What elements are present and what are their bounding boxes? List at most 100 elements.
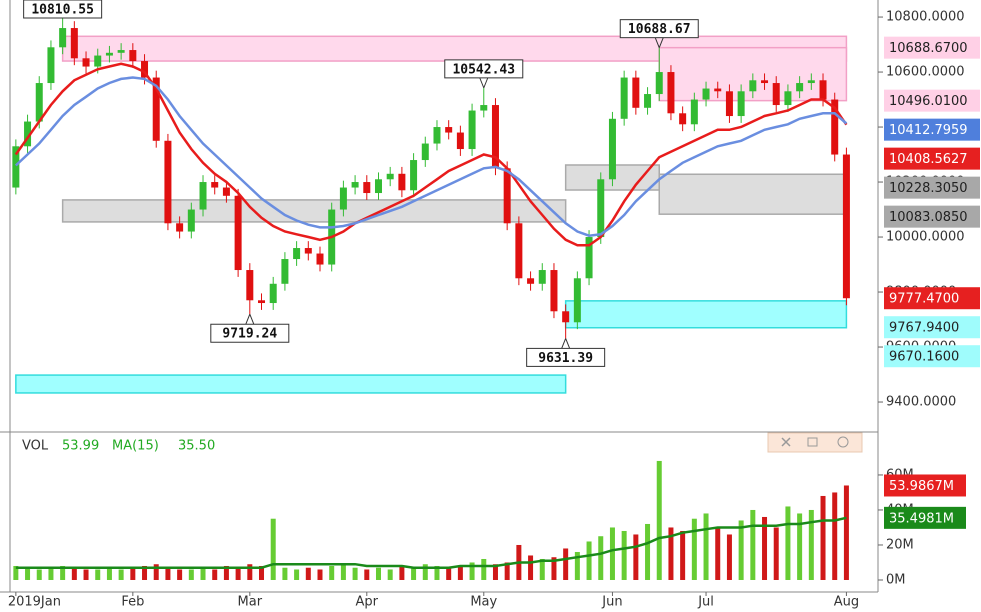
volume-bar bbox=[223, 565, 229, 580]
candle-body bbox=[831, 99, 839, 155]
x-tick-label: Jul bbox=[697, 595, 714, 610]
volume-bar bbox=[118, 569, 124, 580]
callout-label: 9719.24 bbox=[222, 327, 277, 342]
volume-bar bbox=[60, 565, 66, 580]
x-tick-label: Mar bbox=[238, 595, 263, 610]
volume-legend: 53.99 bbox=[62, 439, 99, 454]
candle-body bbox=[608, 118, 616, 180]
price-tag bbox=[884, 176, 980, 199]
price-tag-label: 10496.0100 bbox=[889, 94, 968, 109]
candle-body bbox=[573, 278, 581, 323]
volume-bar bbox=[504, 562, 510, 580]
callout-box bbox=[23, 0, 103, 19]
x-tick-label: Jun bbox=[601, 595, 622, 610]
candle-body bbox=[164, 140, 172, 224]
volume-bar bbox=[762, 516, 768, 580]
volume-tick-label: 20M bbox=[886, 537, 914, 552]
volume-bar bbox=[153, 564, 159, 580]
volume-bar bbox=[329, 565, 335, 580]
volume-bar bbox=[106, 567, 112, 580]
volume-bar bbox=[598, 536, 604, 580]
price-tag-label: 10688.6700 bbox=[889, 41, 968, 56]
callout-label: 10542.43 bbox=[452, 62, 515, 77]
candle-body bbox=[491, 105, 499, 169]
price-tag-label: 9777.4700 bbox=[889, 292, 959, 307]
candle-body bbox=[47, 47, 55, 84]
volume-bar bbox=[294, 569, 300, 580]
zone bbox=[658, 173, 848, 215]
volume-bar bbox=[411, 567, 417, 580]
candle-body bbox=[246, 270, 254, 301]
x-tick-label: 2019Jan bbox=[8, 595, 61, 610]
candle-body bbox=[784, 91, 792, 106]
price-tag-label: 9767.9400 bbox=[889, 321, 959, 336]
volume-bar bbox=[25, 567, 31, 580]
candle-body bbox=[293, 248, 301, 260]
volume-bar bbox=[340, 564, 346, 580]
volume-bar bbox=[446, 567, 452, 580]
price-tag-label: 10228.3050 bbox=[889, 181, 968, 196]
callout-pointer bbox=[561, 338, 571, 349]
price-tag bbox=[884, 118, 980, 141]
candle-body bbox=[398, 173, 406, 191]
volume-bar bbox=[282, 567, 288, 580]
volume-bar bbox=[691, 518, 697, 580]
price-tag-label: 10408.5627 bbox=[889, 152, 968, 167]
volume-bar bbox=[13, 565, 19, 580]
volume-bar bbox=[785, 506, 791, 580]
candle-body bbox=[538, 270, 546, 284]
volume-bar bbox=[726, 534, 732, 580]
callout-pointer bbox=[654, 37, 664, 48]
settings-icon[interactable] bbox=[837, 436, 849, 448]
volume-bar bbox=[773, 527, 779, 580]
volume-bar bbox=[551, 557, 557, 580]
candle-body bbox=[737, 91, 745, 117]
volume-bar bbox=[235, 567, 241, 580]
volume-bar bbox=[422, 564, 428, 580]
candle-body bbox=[269, 283, 277, 304]
volume-bar bbox=[305, 567, 311, 580]
volume-bar bbox=[48, 567, 54, 580]
candle-body bbox=[550, 270, 558, 312]
candle-body bbox=[655, 72, 663, 95]
volume-bar bbox=[574, 551, 580, 580]
zone bbox=[61, 199, 567, 223]
candle-body bbox=[480, 105, 488, 111]
controls-bar bbox=[767, 432, 863, 453]
candle-body bbox=[562, 311, 570, 323]
callout-label: 10688.67 bbox=[628, 22, 691, 37]
candle-body bbox=[258, 300, 266, 304]
candle-body bbox=[679, 113, 687, 125]
candle-body bbox=[620, 77, 628, 119]
candle-body bbox=[761, 80, 769, 84]
x-tick-label: Apr bbox=[356, 595, 379, 610]
candle-body bbox=[433, 127, 441, 144]
volume-bar bbox=[259, 565, 265, 580]
candle-body bbox=[445, 127, 453, 133]
volume-bar bbox=[481, 558, 487, 580]
callout-pointer bbox=[245, 314, 255, 325]
volume-bar bbox=[247, 564, 253, 580]
volume-bar bbox=[177, 569, 183, 580]
candle-body bbox=[199, 182, 207, 210]
volume-bar bbox=[820, 495, 826, 580]
panel-controls bbox=[767, 432, 863, 453]
candle-body bbox=[714, 88, 722, 92]
volume-bar bbox=[715, 527, 721, 580]
callout-box bbox=[619, 19, 699, 39]
y-tick-label: 10600.0000 bbox=[886, 65, 965, 80]
candle-body bbox=[94, 55, 102, 67]
max-icon[interactable] bbox=[807, 437, 818, 447]
price-tag bbox=[884, 345, 980, 368]
price-tag-label: 10083.0850 bbox=[889, 210, 968, 225]
volume-bar bbox=[364, 569, 370, 580]
candle-body bbox=[585, 237, 593, 279]
candle-body bbox=[515, 223, 523, 279]
volume-bar bbox=[270, 518, 276, 580]
volume-tick-label: 0M bbox=[886, 572, 906, 587]
volume-bar bbox=[668, 527, 674, 580]
volume-bar bbox=[352, 567, 358, 580]
volume-bar bbox=[621, 530, 627, 580]
close-icon[interactable] bbox=[781, 437, 791, 447]
